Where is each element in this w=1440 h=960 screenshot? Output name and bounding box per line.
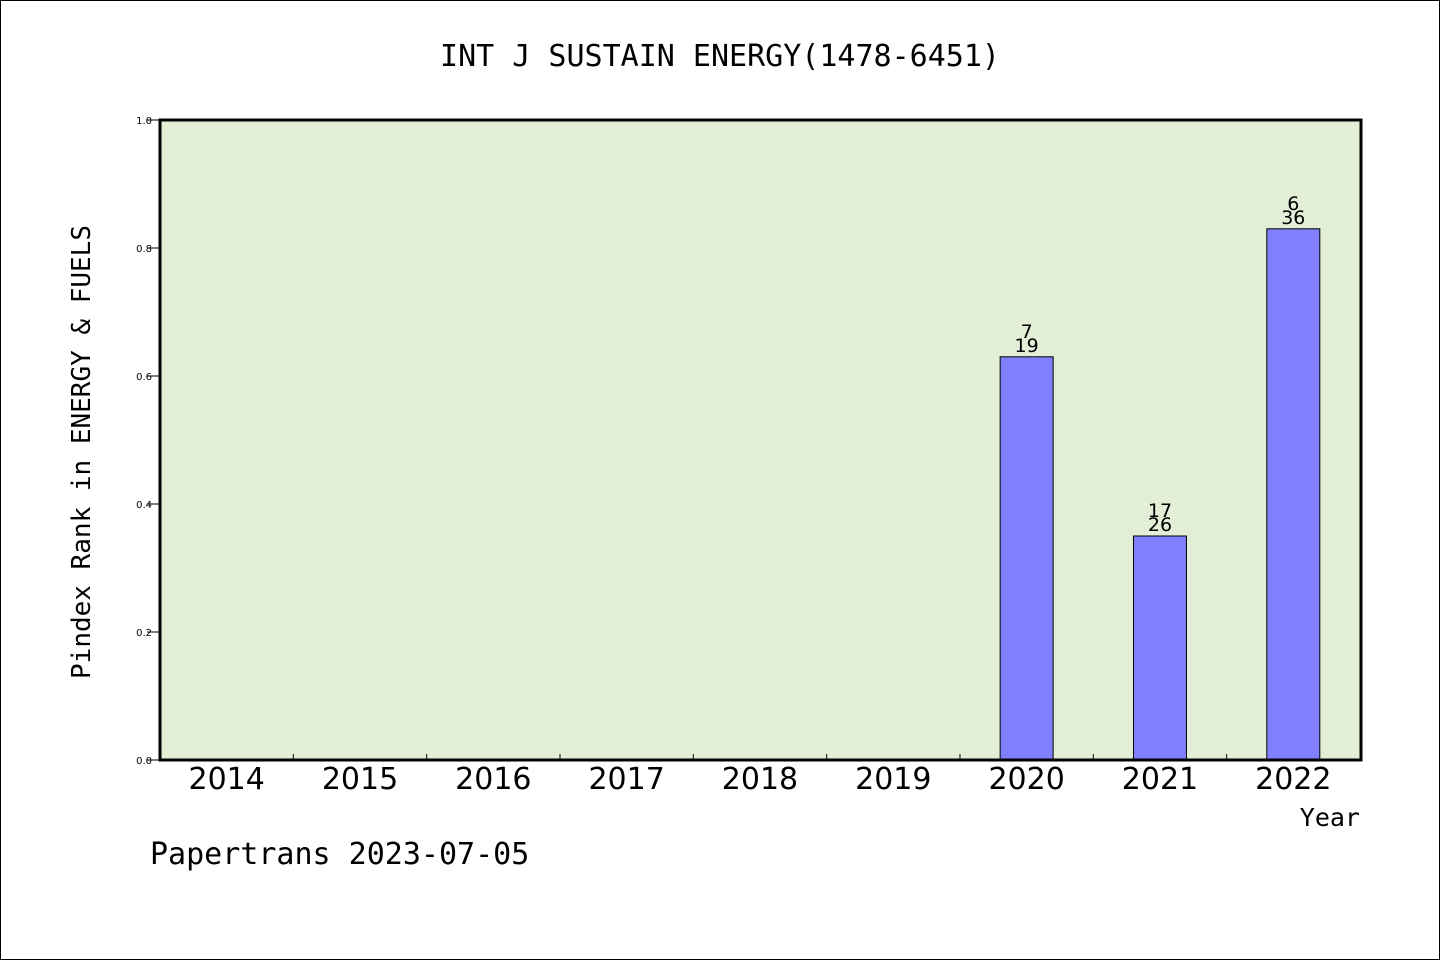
bars-group bbox=[999, 228, 1321, 761]
y-tick-label: 0.0 bbox=[136, 756, 152, 767]
bar-label-bottom: 36 bbox=[1281, 207, 1305, 229]
chart-title: INT J SUSTAIN ENERGY(1478-6451) bbox=[440, 39, 1000, 74]
x-tick-label: 2020 bbox=[988, 762, 1064, 797]
footer-credit: Papertrans 2023-07-05 bbox=[150, 837, 529, 872]
x-tick-label: 2022 bbox=[1255, 762, 1331, 797]
y-tick-label: 0.6 bbox=[136, 372, 152, 383]
y-axis-ticks: 0.0 0.2 0.4 0.6 0.8 1.0 bbox=[136, 116, 160, 767]
y-tick-label: 0.4 bbox=[136, 500, 152, 511]
y-tick-label: 0.8 bbox=[136, 244, 152, 255]
x-axis-label: Year bbox=[1300, 803, 1360, 832]
bar-2021 bbox=[1132, 535, 1187, 761]
x-tick-label: 2019 bbox=[855, 762, 931, 797]
x-tick-label: 2014 bbox=[188, 762, 264, 797]
x-tick-label: 2018 bbox=[722, 762, 798, 797]
x-tick-label: 2016 bbox=[455, 762, 531, 797]
bar-2022 bbox=[1266, 228, 1321, 761]
bar-label-bottom: 19 bbox=[1015, 335, 1039, 357]
x-tick-label: 2017 bbox=[588, 762, 664, 797]
y-tick-label: 1.0 bbox=[136, 116, 152, 127]
bar-2020 bbox=[999, 356, 1054, 761]
x-tick-label: 2021 bbox=[1122, 762, 1198, 797]
plot-border bbox=[158, 118, 1363, 762]
bar-label-top: 6 bbox=[1287, 193, 1299, 215]
bar-label-top: 17 bbox=[1148, 500, 1172, 522]
bar-label-bottom: 26 bbox=[1148, 514, 1172, 536]
y-tick-label: 0.2 bbox=[136, 628, 152, 639]
x-tick-label: 2015 bbox=[322, 762, 398, 797]
x-axis-ticks: 2014 2015 2016 2017 2018 2019 2020 2021 2022 bbox=[188, 754, 1331, 797]
bar-label-top: 7 bbox=[1021, 321, 1033, 343]
y-axis-label: Pindex Rank in ENERGY & FUELS bbox=[67, 225, 97, 679]
